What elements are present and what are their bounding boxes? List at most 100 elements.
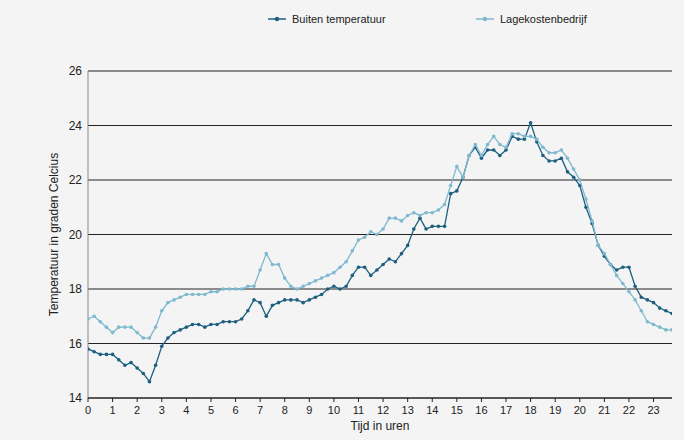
x-tick-label: 2 [134,404,140,416]
x-tick-label: 17 [500,404,512,416]
point [271,263,275,267]
point [646,320,650,324]
x-tick-label: 19 [549,404,561,416]
grid-line [88,398,672,399]
x-tick [653,398,654,402]
point [621,265,625,269]
x-tick [309,398,310,402]
point [252,298,256,302]
point [203,293,207,297]
point [271,304,275,308]
point [98,320,102,324]
point [596,244,600,248]
point [252,284,256,288]
point [129,325,133,329]
y-tick-label: 20 [69,228,83,242]
point [209,323,213,327]
x-tick-label: 8 [282,404,288,416]
x-tick [456,398,457,402]
x-tick-label: 16 [475,404,487,416]
point [615,274,619,278]
point [105,353,109,357]
point [283,298,287,302]
point [258,268,262,272]
point [308,282,312,286]
point [289,284,293,288]
legend-marker [483,17,487,21]
x-tick [88,398,89,402]
point [394,260,398,264]
series-line [88,123,672,382]
point [197,323,201,327]
point [160,309,164,313]
point [627,265,631,269]
point [375,233,379,237]
point [98,353,102,357]
point [295,298,299,302]
point [277,263,281,267]
point [633,298,637,302]
point [541,146,545,150]
point [320,293,324,297]
y-tick-label: 14 [69,391,83,405]
x-tick-label: 3 [159,404,165,416]
point [412,211,416,215]
point [381,263,385,267]
x-tick-label: 18 [524,404,536,416]
point [584,205,588,209]
point [492,135,496,139]
point [652,323,656,327]
x-tick [210,398,211,402]
point [123,325,127,329]
point [387,257,391,261]
point [209,290,213,294]
point [627,290,631,294]
point [88,347,90,351]
point [400,252,404,256]
x-tick-label: 1 [110,404,116,416]
point [609,263,613,267]
point [443,225,447,229]
point [178,328,182,332]
point [560,156,564,160]
x-tick [358,398,359,402]
x-tick [333,398,334,402]
x-tick-label: 9 [306,404,312,416]
point [215,323,219,327]
point [535,137,539,141]
point [363,235,367,239]
grid-line [88,125,672,126]
point [332,284,336,288]
point [154,364,158,368]
x-tick-label: 15 [451,404,463,416]
point [172,331,176,335]
point [185,325,189,329]
point [412,227,416,231]
point [338,265,342,269]
point [264,252,268,256]
x-tick-label: 4 [183,404,189,416]
point [449,192,453,196]
point [437,208,441,212]
x-tick-label: 21 [598,404,610,416]
point [400,219,404,223]
legend-label: Lagekostenbedrijf [500,13,588,25]
point [523,135,527,139]
point [424,211,428,215]
point [357,238,361,242]
point [517,137,521,141]
point [590,219,594,223]
point [88,317,90,321]
y-axis-title: Temperatuur in graden Celcius [47,153,61,316]
point [443,203,447,207]
x-tick [506,398,507,402]
point [437,225,441,229]
point [357,265,361,269]
point [258,301,262,305]
point [277,301,281,305]
point [197,293,201,297]
grid-line [88,343,672,344]
point [596,244,600,248]
y-tick-label: 18 [69,282,83,296]
x-tick [161,398,162,402]
